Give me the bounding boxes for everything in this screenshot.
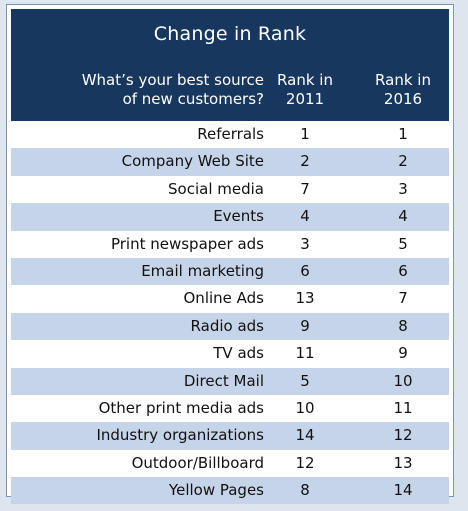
cell-rank-2016: 7 bbox=[398, 289, 408, 308]
table-row: Yellow Pages 8 14 bbox=[11, 477, 449, 505]
cell-source: Direct Mail bbox=[183, 371, 264, 390]
table-row: Radio ads 9 8 bbox=[11, 312, 449, 341]
cell-rank-2016: 10 bbox=[393, 371, 413, 390]
column-header-rank-2011-line-1: Rank in bbox=[277, 71, 333, 89]
cell-rank-2011: 13 bbox=[295, 289, 315, 308]
column-header-rank-2011-line-2: 2011 bbox=[285, 90, 325, 108]
cell-rank-2011: 3 bbox=[300, 234, 310, 253]
column-header-source-line-1: What’s your best source bbox=[81, 71, 264, 89]
table-row: Social media 7 3 bbox=[11, 176, 449, 203]
cell-rank-2016: 5 bbox=[398, 234, 408, 253]
rank-table-frame: Change in Rank What’s your best source o… bbox=[6, 4, 454, 505]
table-row: Other print media ads 10 11 bbox=[11, 395, 449, 422]
column-header-source-line-2: of new customers? bbox=[122, 90, 264, 108]
cell-source: Print newspaper ads bbox=[110, 234, 264, 253]
table-row: Online Ads 13 7 bbox=[11, 285, 449, 312]
cell-source: Social media bbox=[168, 179, 264, 198]
cell-rank-2016: 11 bbox=[393, 398, 413, 417]
column-header-rank-2016-line-1: Rank in bbox=[375, 71, 431, 89]
cell-rank-2016: 13 bbox=[393, 453, 413, 472]
cell-rank-2016: 8 bbox=[398, 316, 408, 335]
cell-rank-2011: 4 bbox=[300, 207, 310, 226]
table-title: Change in Rank bbox=[153, 23, 307, 45]
cell-rank-2016: 2 bbox=[398, 152, 408, 171]
cell-source: Other print media ads bbox=[98, 398, 264, 417]
cell-rank-2016: 1 bbox=[398, 125, 408, 143]
table-row: Direct Mail 5 10 bbox=[11, 367, 449, 395]
cell-rank-2011: 11 bbox=[295, 344, 315, 363]
cell-rank-2016: 3 bbox=[398, 179, 408, 198]
cell-source: Online Ads bbox=[183, 289, 265, 308]
cell-rank-2011: 1 bbox=[300, 125, 310, 143]
column-header-rank-2016: Rank in 2016 bbox=[368, 71, 438, 109]
cell-source: Outdoor/Billboard bbox=[131, 453, 264, 472]
table-row: TV ads 11 9 bbox=[11, 340, 449, 367]
cell-source: Events bbox=[213, 207, 264, 226]
column-header-rank-2011: Rank in 2011 bbox=[272, 71, 338, 109]
cell-source: Yellow Pages bbox=[168, 481, 264, 500]
cell-rank-2016: 4 bbox=[398, 207, 408, 226]
cell-rank-2011: 5 bbox=[300, 371, 310, 390]
cell-rank-2011: 10 bbox=[295, 398, 315, 417]
cell-rank-2016: 12 bbox=[393, 426, 413, 445]
table-body: Referrals 1 1 Company Web Site 2 2 Social medi… bbox=[11, 121, 449, 505]
cell-rank-2011: 12 bbox=[295, 453, 315, 472]
table-row: Company Web Site 2 2 bbox=[11, 148, 449, 176]
table-row: Email marketing 6 6 bbox=[11, 257, 449, 286]
cell-rank-2016: 9 bbox=[398, 344, 408, 363]
table-header: Change in Rank What’s your best source o… bbox=[11, 9, 449, 121]
cell-rank-2011: 8 bbox=[300, 481, 310, 500]
column-header-rank-2016-line-2: 2016 bbox=[383, 90, 423, 108]
cell-rank-2016: 14 bbox=[393, 481, 413, 500]
cell-source: Email marketing bbox=[141, 261, 264, 280]
cell-rank-2011: 9 bbox=[300, 316, 310, 335]
cell-rank-2011: 7 bbox=[300, 179, 310, 198]
table-row: Industry organizations 14 12 bbox=[11, 422, 449, 450]
cell-rank-2011: 6 bbox=[300, 261, 310, 280]
cell-source: Radio ads bbox=[190, 316, 264, 335]
cell-source: Company Web Site bbox=[121, 152, 264, 171]
cell-rank-2011: 2 bbox=[300, 152, 310, 171]
column-header-source: What’s your best source of new customers… bbox=[82, 71, 264, 109]
table-row: Outdoor/Billboard 12 13 bbox=[11, 450, 449, 477]
table-row: Print newspaper ads 3 5 bbox=[11, 231, 449, 258]
table-row: Events 4 4 bbox=[11, 203, 449, 231]
cell-source: Industry organizations bbox=[96, 426, 264, 445]
cell-rank-2016: 6 bbox=[398, 261, 408, 280]
cell-source: Referrals bbox=[197, 125, 264, 143]
table-row: Referrals 1 1 bbox=[11, 121, 449, 148]
cell-source: TV ads bbox=[213, 344, 264, 363]
cell-rank-2011: 14 bbox=[295, 426, 315, 445]
